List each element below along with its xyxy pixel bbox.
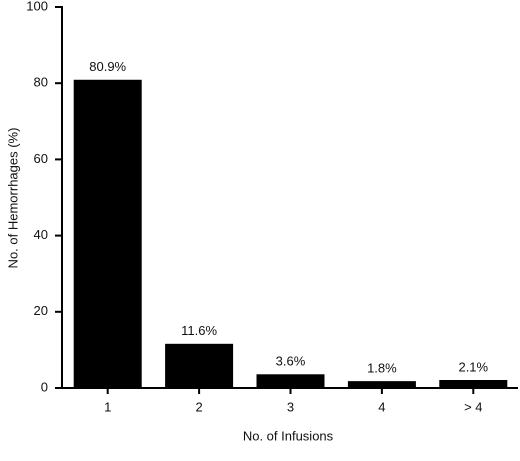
bar [165, 343, 234, 388]
y-tick-label: 100 [26, 0, 48, 13]
value-label: 1.8% [367, 361, 397, 376]
y-tick-label: 0 [41, 379, 48, 394]
x-tick-label: 3 [287, 399, 294, 414]
bar [439, 379, 508, 388]
y-axis-label: No. of Hemorrhages (%) [5, 128, 20, 269]
y-tick-label: 40 [34, 227, 48, 242]
value-label: 2.1% [458, 359, 488, 374]
x-tick-label: > 4 [464, 399, 482, 414]
bar [256, 374, 325, 388]
bar [73, 79, 142, 388]
bar [347, 381, 416, 388]
y-tick-label: 60 [34, 151, 48, 166]
x-tick-label: 2 [195, 399, 202, 414]
value-label: 11.6% [181, 323, 217, 338]
x-tick-label: 1 [104, 399, 111, 414]
value-label: 3.6% [276, 354, 306, 369]
x-tick-label: 4 [378, 399, 385, 414]
x-axis-label: No. of Infusions [243, 428, 334, 443]
y-tick-label: 80 [34, 75, 48, 90]
y-tick-label: 20 [34, 303, 48, 318]
value-label: 80.9% [89, 59, 126, 74]
